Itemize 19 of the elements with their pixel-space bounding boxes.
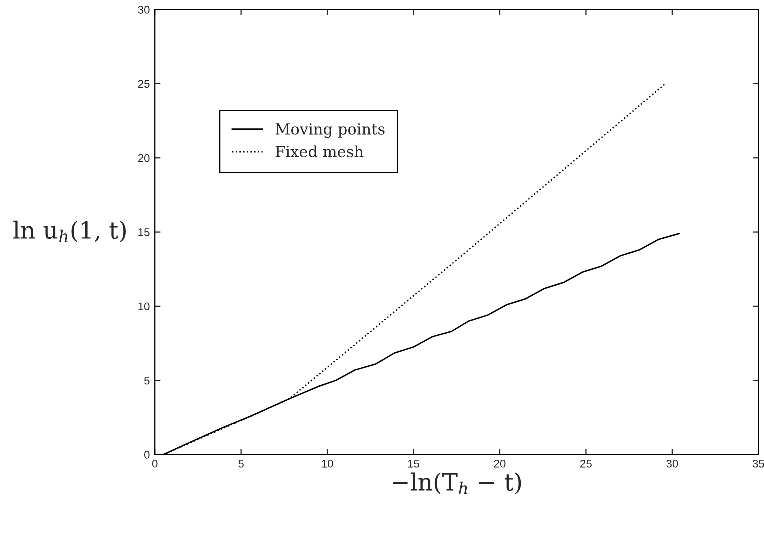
x-tick-label: 30 bbox=[666, 460, 678, 468]
y-tick-label: 30 bbox=[138, 6, 150, 14]
y-tick-label: 25 bbox=[138, 80, 150, 88]
y-tick-label: 5 bbox=[144, 377, 150, 385]
x-tick-label: 25 bbox=[580, 460, 592, 468]
x-tick-label: 20 bbox=[494, 460, 506, 468]
y-tick-label: 10 bbox=[138, 302, 150, 311]
x-axis-title: −ln(T$_{h}$ − t) bbox=[393, 472, 522, 494]
y-axis-title: ln u$_{h}$(1, t) bbox=[14, 220, 126, 242]
x-tick-label: 0 bbox=[152, 460, 158, 468]
legend-label: Fixed mesh bbox=[276, 146, 364, 158]
y-tick-label: 20 bbox=[138, 154, 150, 162]
legend-label: Moving points bbox=[276, 123, 385, 138]
x-tick-label: 35 bbox=[752, 460, 764, 468]
x-tick-label: 10 bbox=[322, 460, 334, 468]
y-tick-label: 0 bbox=[144, 451, 150, 459]
y-tick-label: 15 bbox=[138, 228, 150, 236]
x-tick-label: 15 bbox=[408, 460, 420, 468]
x-tick-label: 5 bbox=[238, 460, 244, 468]
